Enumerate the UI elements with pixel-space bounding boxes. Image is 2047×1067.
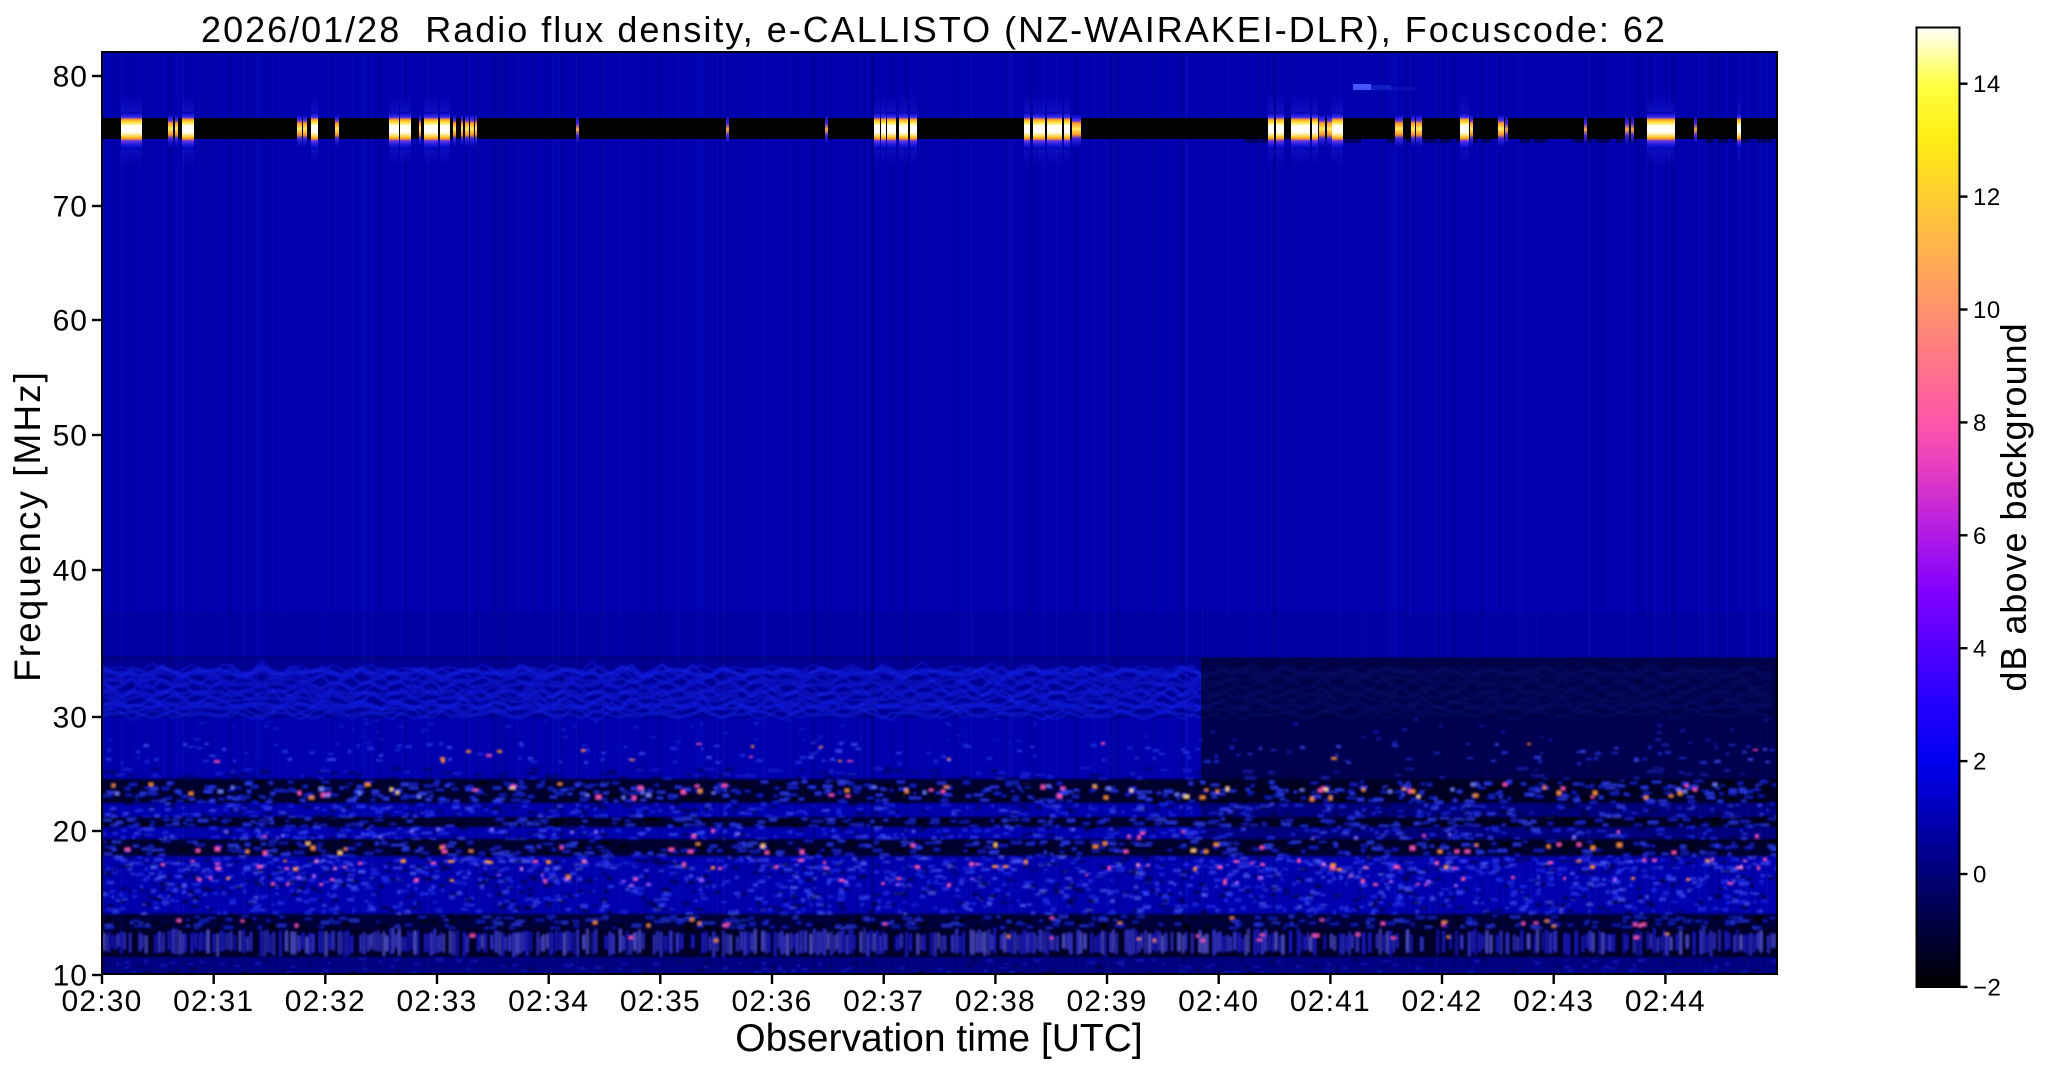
svg-text:02:43: 02:43 (1513, 985, 1594, 1018)
svg-text:02:33: 02:33 (396, 985, 477, 1018)
svg-text:02:34: 02:34 (508, 985, 589, 1018)
svg-text:10: 10 (53, 960, 88, 993)
svg-text:02:35: 02:35 (620, 985, 701, 1018)
svg-text:2026/01/28 Radio flux density: 2026/01/28 Radio flux density, e-CALLIST… (201, 9, 1667, 50)
svg-text:2: 2 (1973, 749, 1987, 776)
svg-text:02:44: 02:44 (1625, 985, 1706, 1018)
svg-text:02:38: 02:38 (955, 985, 1036, 1018)
svg-text:02:42: 02:42 (1401, 985, 1482, 1018)
svg-text:10: 10 (1973, 297, 2001, 324)
svg-text:12: 12 (1973, 184, 2001, 211)
svg-text:02:32: 02:32 (285, 985, 366, 1018)
svg-text:6: 6 (1973, 523, 1987, 550)
svg-text:8: 8 (1973, 410, 1987, 437)
svg-text:14: 14 (1973, 71, 2001, 98)
svg-text:Observation time [UTC]: Observation time [UTC] (735, 1017, 1142, 1060)
svg-text:02:40: 02:40 (1178, 985, 1259, 1018)
svg-text:40: 40 (53, 555, 88, 588)
svg-text:02:37: 02:37 (843, 985, 924, 1018)
svg-text:Frequency [MHz]: Frequency [MHz] (7, 370, 48, 682)
svg-text:dB above background: dB above background (1993, 322, 2034, 691)
svg-text:20: 20 (53, 816, 88, 849)
svg-text:−2: −2 (1973, 974, 2001, 1001)
svg-text:50: 50 (53, 420, 88, 453)
svg-text:02:36: 02:36 (731, 985, 812, 1018)
svg-text:02:41: 02:41 (1290, 985, 1371, 1018)
svg-text:60: 60 (53, 305, 88, 338)
svg-text:70: 70 (53, 191, 88, 224)
svg-text:80: 80 (53, 61, 88, 94)
svg-text:0: 0 (1973, 862, 1987, 889)
svg-text:02:39: 02:39 (1066, 985, 1147, 1018)
svg-text:02:30: 02:30 (61, 985, 142, 1018)
svg-text:30: 30 (53, 702, 88, 735)
svg-text:02:31: 02:31 (173, 985, 254, 1018)
svg-text:4: 4 (1973, 636, 1987, 663)
